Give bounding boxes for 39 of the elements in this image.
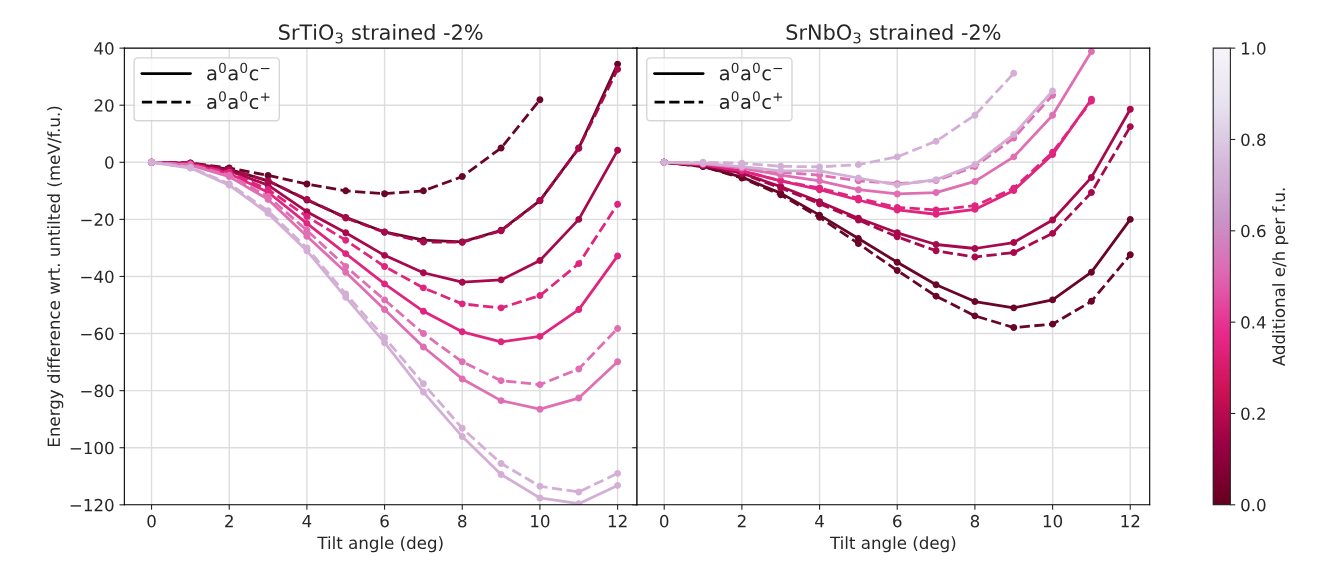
legend-label: a$^{0}$a$^{0}$c$^{−}$ <box>207 62 270 81</box>
y-tick-label: −100 <box>70 441 114 455</box>
color-bar-label: 1.0 <box>1241 42 1266 55</box>
color-bar-label: 0.6 <box>1241 224 1266 238</box>
x-tick-label: 4 <box>302 515 312 528</box>
x-tick-label: 2 <box>225 514 233 528</box>
x-tick-label: 4 <box>815 515 824 528</box>
legend-label: a$^{0}$a$^{0}$c$^{+}$ <box>719 91 783 110</box>
y-tick-label: −40 <box>81 270 114 284</box>
color-bar-label: 0.4 <box>1241 316 1266 329</box>
x-tick-label: 2 <box>737 514 746 528</box>
legend-label: a$^{0}$a$^{0}$c$^{−}$ <box>719 62 783 81</box>
y-tick-label: −120 <box>70 498 114 512</box>
x-tick-label: 12 <box>608 514 627 528</box>
color-bar-label: 0.0 <box>1241 498 1266 512</box>
y-tick-label: −20 <box>81 213 114 226</box>
y-axis-title: Energy difference wrt. untilted (meV/f.u.) <box>47 106 64 447</box>
x-tick-label: 8 <box>970 514 980 528</box>
color-bar-label: 0.8 <box>1241 133 1266 147</box>
color-bar-title: Additional e/h per f.u. <box>1272 188 1289 367</box>
x-tick-label: 12 <box>1121 514 1140 528</box>
x-axis-title: Tilt angle (deg) <box>317 536 443 553</box>
y-tick-label: 0 <box>105 156 114 169</box>
chart-title: SrNbO$_{3}$ strained -2% <box>786 23 1001 44</box>
x-axis-title: Tilt angle (deg) <box>829 536 956 553</box>
color-bar-label: 0.2 <box>1241 407 1265 421</box>
x-tick-label: 6 <box>893 514 902 528</box>
x-tick-label: 8 <box>458 514 467 528</box>
legend-label: a$^{0}$a$^{0}$c$^{+}$ <box>207 91 270 110</box>
x-tick-label: 0 <box>147 514 156 528</box>
x-tick-label: 10 <box>531 514 550 528</box>
y-tick-label: 20 <box>94 99 114 112</box>
y-tick-label: −80 <box>81 384 114 398</box>
x-tick-label: 6 <box>380 514 389 528</box>
x-tick-label: 0 <box>660 514 669 528</box>
x-tick-label: 10 <box>1043 514 1063 528</box>
y-tick-label: 40 <box>94 42 114 55</box>
chart-title: SrTiO$_{3}$ strained -2% <box>279 23 483 44</box>
y-tick-label: −60 <box>81 327 114 341</box>
